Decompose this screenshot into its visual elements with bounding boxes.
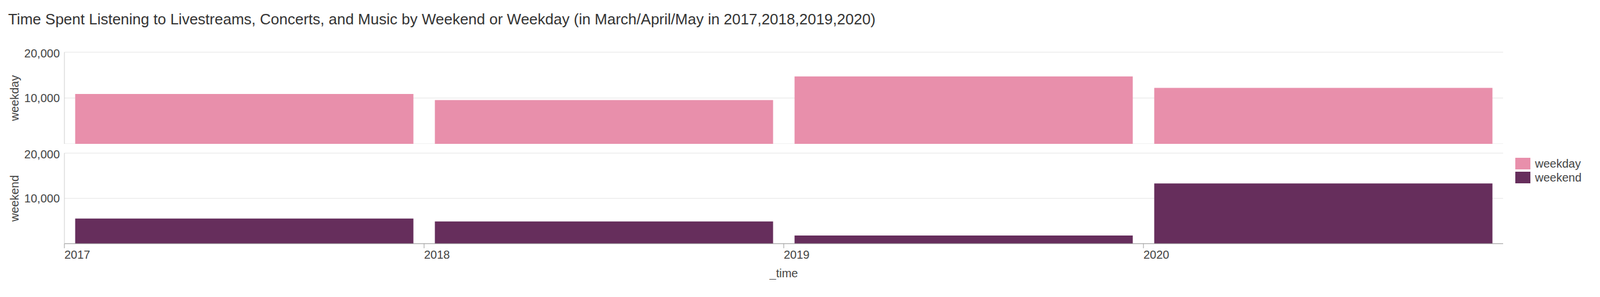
- svg-text:2018: 2018: [424, 248, 451, 262]
- html-text:weekend: weekend: [1535, 170, 1582, 184]
- html-text:weekday: weekday: [1535, 156, 1581, 170]
- svg-text:_time: _time: [769, 266, 799, 280]
- svg-text:20,000: 20,000: [24, 147, 60, 161]
- svg-text:2019: 2019: [783, 248, 810, 262]
- svg-text:weekday: weekday: [8, 75, 21, 122]
- svg-text:20,000: 20,000: [24, 46, 60, 60]
- html-text:Time Spent Listening to Livest: Time Spent Listening to Livestreams, Con…: [8, 10, 876, 28]
- svg-text:2017: 2017: [64, 248, 91, 262]
- svg-text:2020: 2020: [1143, 248, 1170, 262]
- svg-text:10,000: 10,000: [24, 192, 60, 205]
- svg-text:10,000: 10,000: [24, 91, 60, 105]
- svg-text:weekend: weekend: [8, 175, 21, 223]
